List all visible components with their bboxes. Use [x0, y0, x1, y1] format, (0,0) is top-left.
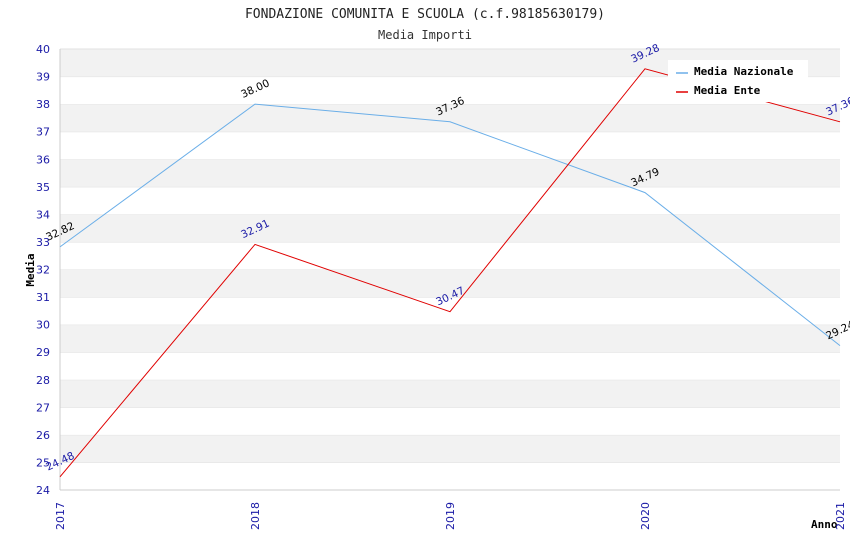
x-tick-label: 2018	[249, 502, 262, 530]
x-tick-label: 2020	[639, 502, 652, 530]
y-tick-label: 31	[36, 291, 50, 304]
grid-bands	[60, 48, 840, 490]
grid-band	[60, 297, 840, 325]
y-tick-label: 30	[36, 319, 50, 332]
y-tick-labels: 24 25 26 27 28 29 30 31 32 33 34 35 36 37 38 39 40	[36, 43, 50, 497]
legend-label-media-nazionale: Media Nazionale	[694, 65, 794, 78]
y-tick-label: 35	[36, 181, 50, 194]
y-tick-label: 25	[36, 456, 50, 469]
series-line-media-nazionale	[59, 103, 841, 346]
grid-band	[60, 434, 840, 463]
legend: Media Nazionale Media Ente	[668, 60, 808, 102]
y-tick-label: 33	[36, 236, 50, 249]
grid-band	[60, 352, 840, 380]
x-tick-labels: 2017 2018 2019 2020 2021	[54, 502, 847, 530]
y-tick-label: 29	[36, 346, 50, 359]
y-tick-label: 40	[36, 43, 50, 56]
y-tick-label: 37	[36, 126, 50, 139]
y-tick-label: 39	[36, 71, 50, 84]
chart-title: FONDAZIONE COMUNITA E SCUOLA (c.f.981856…	[245, 7, 605, 22]
x-tick-label: 2017	[54, 502, 67, 530]
grid-band	[60, 324, 840, 353]
y-tick-label: 36	[36, 153, 50, 166]
grid-band	[60, 104, 840, 132]
chart-subtitle: Media Importi	[378, 28, 472, 42]
y-axis-label: Media	[24, 253, 37, 286]
x-tick-label: 2021	[834, 502, 847, 530]
x-tick-label: 2019	[444, 502, 457, 530]
grid-band	[60, 131, 840, 160]
y-tick-label: 24	[36, 484, 50, 497]
y-tick-label: 28	[36, 374, 50, 387]
grid-band	[60, 407, 840, 435]
y-tick-label: 32	[36, 264, 50, 277]
legend-label-media-ente: Media Ente	[694, 84, 761, 97]
axes	[59, 49, 840, 491]
grid-band	[60, 462, 840, 490]
legend-box	[668, 60, 808, 102]
grid-band	[60, 214, 840, 242]
y-tick-label: 26	[36, 429, 50, 442]
grid-band	[60, 379, 840, 408]
y-tick-label: 27	[36, 401, 50, 414]
y-tick-label: 34	[36, 208, 50, 221]
grid-band	[60, 159, 840, 187]
grid-band	[60, 241, 840, 270]
grid-band	[60, 269, 840, 298]
x-axis-label: Anno	[811, 518, 838, 531]
y-tick-label: 38	[36, 98, 50, 111]
grid-band	[60, 186, 840, 215]
